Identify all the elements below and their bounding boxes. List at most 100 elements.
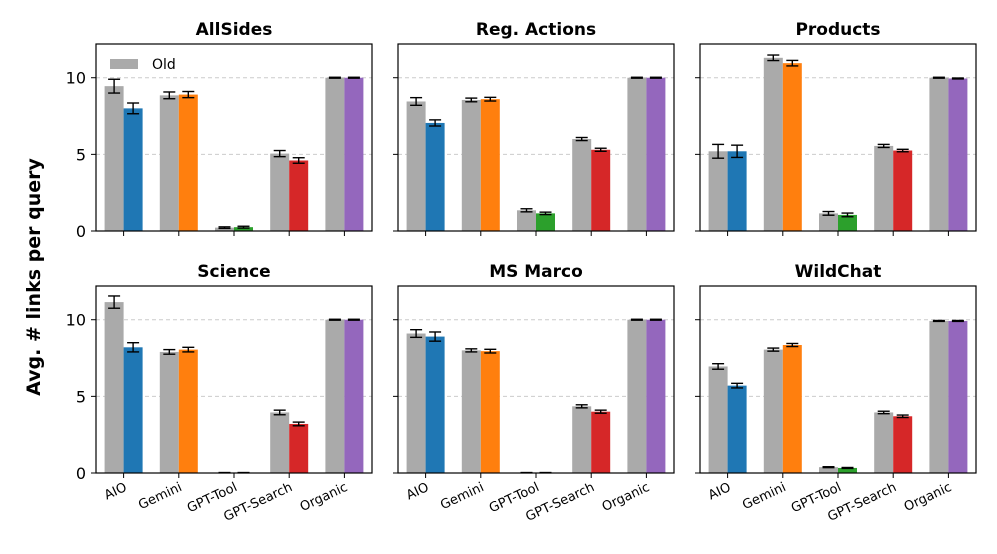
bar-new-gemini [480,351,500,473]
error-bar [108,295,121,309]
error-bar [484,348,497,354]
error-bar [328,318,341,321]
bar-new-gpt-search [591,149,611,231]
bar-old-gpt-tool [819,213,838,231]
error-bar [951,319,964,323]
bar-old-gemini [159,351,179,473]
error-bar [767,347,780,352]
error-bar [273,149,286,158]
error-bar [731,144,744,159]
error-bar [877,410,890,415]
bar-old-gpt-search [270,412,290,473]
panels-container: 0 5 10 AllSides Old Reg. Actions Products AIO Ge… [66,20,977,525]
chart-panel-allsides: 0 5 10 AllSides Old [66,20,373,241]
error-bar [347,76,360,79]
error-bar [767,54,780,62]
error-bar [328,76,341,79]
bar-old-gpt-search [270,153,290,231]
bar-old-organic [325,319,345,473]
chart-title: MS Marco [489,262,583,282]
y-tick-label: 10 [66,311,86,330]
error-bar [594,409,607,414]
error-bar [932,319,945,323]
chart-title: AllSides [196,20,273,40]
axes-frame [397,43,675,232]
bar-old-gemini [461,99,481,232]
error-bar [786,342,799,348]
bar-new-organic [646,319,666,473]
x-tick-label: AIO [404,480,431,503]
error-bar [594,147,607,152]
axes-frame [699,43,977,232]
bar-old-gemini [159,95,179,231]
bar-new-gpt-search [289,423,309,473]
bar-old-organic [325,77,345,231]
chart-title: Products [795,20,880,40]
bar-old-gemini [763,57,783,232]
bar-new-gpt-search [893,150,913,231]
error-bar [218,226,231,230]
bar-old-gpt-tool [215,227,234,231]
bar-new-gpt-search [591,411,611,473]
bar-new-aio [425,336,445,473]
error-bar [575,136,588,142]
bar-new-organic [344,319,364,473]
x-tick-label: Organic [298,480,350,515]
bar-old-aio [406,101,426,231]
legend-label: Old [152,57,176,73]
bar-new-gpt-tool [234,227,253,231]
bar-new-aio [425,122,445,231]
axes-frame [95,285,373,474]
error-bar [822,210,835,216]
bar-new-organic [948,320,968,473]
error-bar [877,143,890,149]
y-tick-label: 10 [66,69,86,88]
bar-old-aio [708,366,728,473]
error-bar [429,331,442,342]
error-bar [484,96,497,102]
bar-new-gemini [178,94,198,231]
bar-old-gpt-search [874,412,894,473]
error-bar [347,318,360,321]
x-tick-label: Organic [902,480,954,515]
y-tick-label: 5 [76,145,86,164]
error-bar [127,342,140,353]
error-bar [649,318,662,321]
chart-title: Reg. Actions [476,20,596,40]
error-bar [841,466,854,470]
error-bar [896,148,909,153]
bar-old-aio [406,333,426,473]
bar-old-gpt-search [572,139,592,231]
bar-new-gemini [782,63,802,231]
axes-frame [397,285,675,474]
error-bar [292,157,305,164]
error-bar [731,382,744,389]
error-bar [539,211,552,216]
error-bar [465,348,478,353]
y-tick-label: 0 [76,222,86,241]
bar-new-organic [646,77,666,231]
error-bar [575,404,588,409]
bar-new-aio [123,108,143,231]
y-tick-label: 0 [76,464,86,483]
error-bar [237,225,250,229]
error-bar [786,59,799,67]
error-bar [630,318,643,321]
error-bar [410,328,423,339]
bar-new-gemini [480,99,500,231]
bar-new-gpt-search [893,416,913,473]
bar-old-gemini [461,350,481,473]
bar-old-gpt-search [572,406,592,473]
x-tick-label: AIO [706,480,733,503]
error-bar [127,102,140,115]
bar-new-gpt-tool [536,213,555,231]
y-tick-label: 5 [76,387,86,406]
error-bar [163,91,176,100]
error-bar [630,76,643,79]
error-bar [273,409,286,416]
error-bar [822,466,835,469]
error-bar [896,414,909,419]
bar-old-organic [627,319,647,473]
y-axis-label: Avg. # links per query [23,158,45,396]
